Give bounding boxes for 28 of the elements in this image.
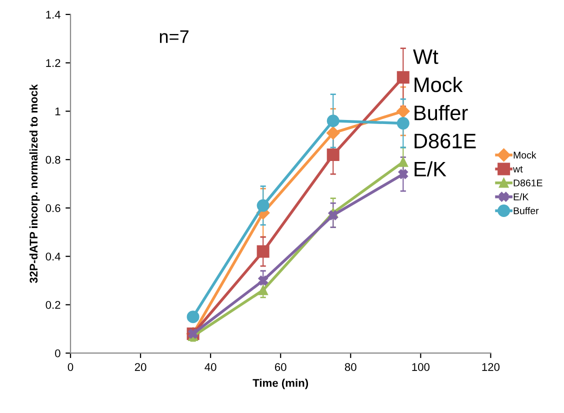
- x-axis-title: Time (min): [252, 378, 308, 390]
- y-tick-label: 1.4: [46, 10, 60, 18]
- x-tick-label: 100: [412, 363, 430, 371]
- legend-label: wt: [513, 166, 523, 172]
- annotation: Wt: [413, 50, 438, 64]
- x-tick-label: 60: [274, 363, 286, 371]
- annotation: Mock: [414, 76, 463, 92]
- legend-label: Buffer: [514, 207, 539, 214]
- y-tick-label: 1: [55, 108, 60, 116]
- legend-label: Mock: [514, 151, 536, 159]
- y-tick-label: 1.2: [46, 59, 60, 67]
- y-tick-label: 0.6: [46, 204, 60, 212]
- y-tick-label: 0.2: [46, 301, 60, 309]
- x-tick-label: 80: [344, 363, 356, 371]
- y-axis-title: 32P-dATP incorp. normalized to mock: [29, 84, 40, 284]
- x-tick-label: 120: [482, 363, 500, 371]
- x-tick-label: 40: [204, 363, 216, 371]
- y-tick-label: 0.8: [46, 156, 60, 164]
- legend-label: D861E: [514, 180, 542, 186]
- y-tick-label: 0.4: [46, 252, 60, 260]
- x-tick-label: 0: [68, 363, 74, 371]
- x-tick-label: 20: [134, 363, 146, 371]
- legend-label: E/K: [514, 193, 529, 200]
- y-tick-label: 0: [55, 349, 60, 358]
- annotation: D861E: [414, 134, 476, 148]
- annotation: Buffer: [414, 105, 468, 120]
- annotation: n=7: [160, 30, 188, 43]
- annotation: E/K: [414, 161, 446, 177]
